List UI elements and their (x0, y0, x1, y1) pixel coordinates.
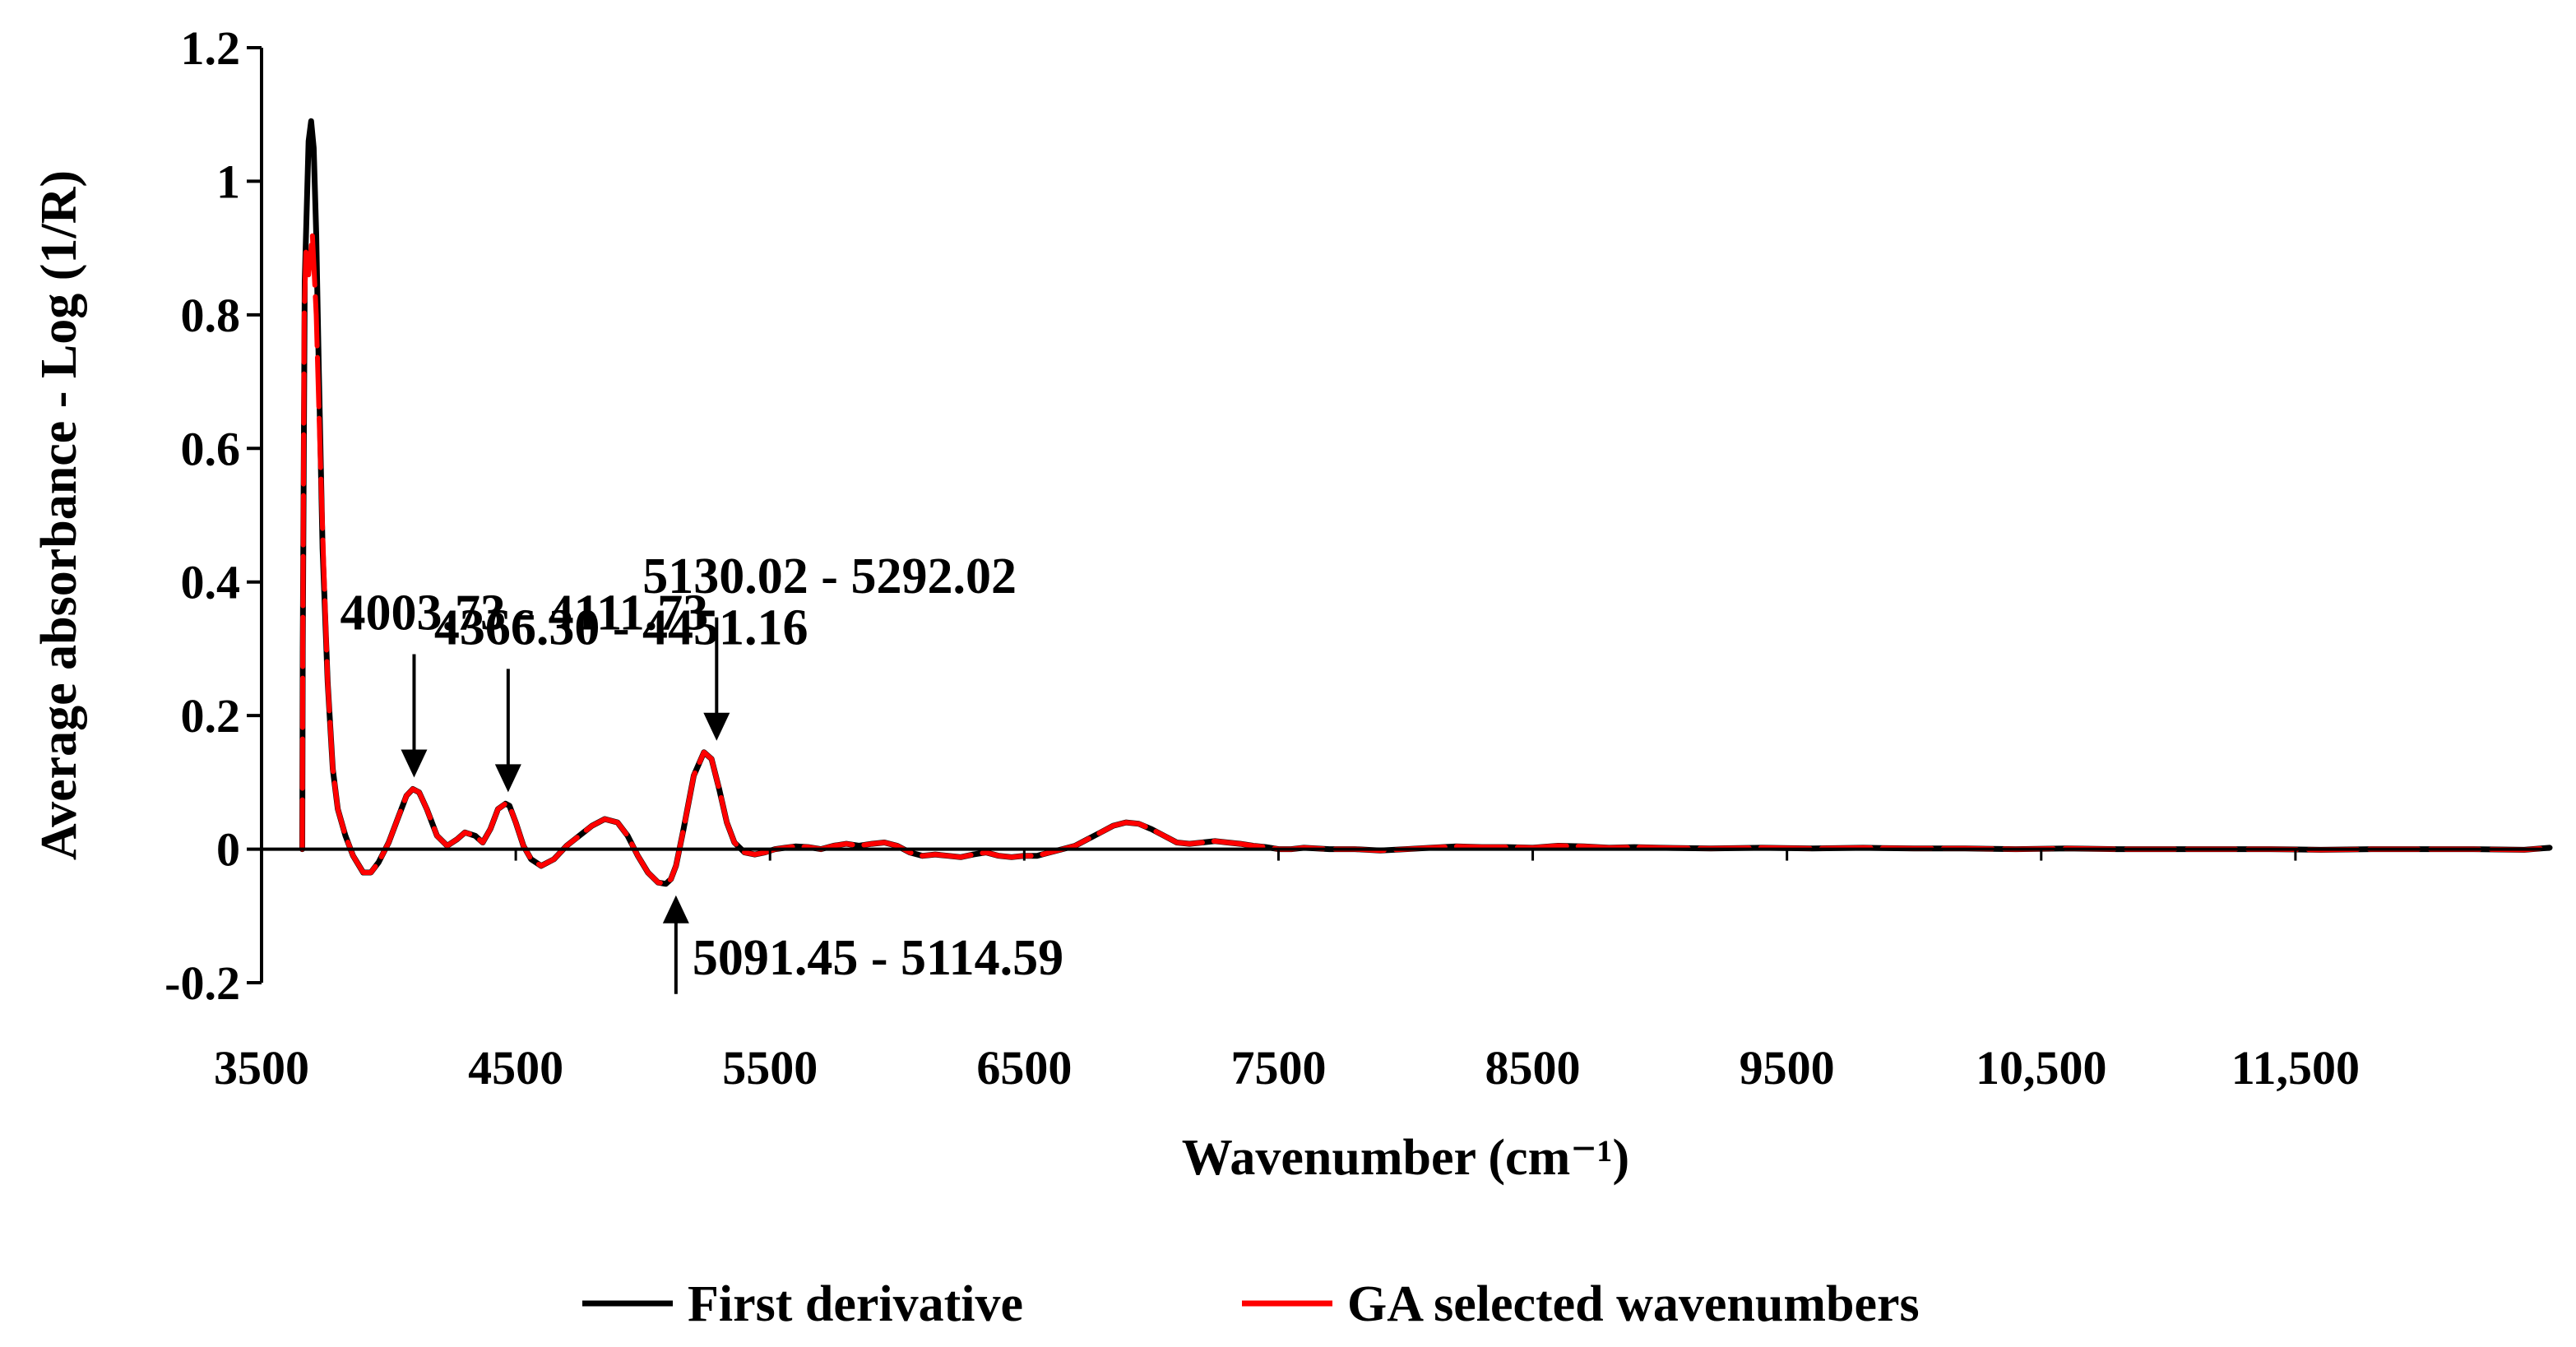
x-axis-title: Wavenumber (cm⁻¹) (1182, 1130, 1629, 1186)
y-tick-label: 0 (216, 823, 240, 877)
annotation-label: 5130.02 - 5292.02 (642, 549, 1017, 604)
axes (260, 48, 2550, 983)
y-tick-label: -0.2 (164, 956, 240, 1010)
annotation-label: 4003.73 - 4111.73 (340, 585, 708, 641)
x-tick-label: 11,500 (2231, 1041, 2360, 1095)
legend-label-first-derivative: First derivative (688, 1276, 1023, 1332)
y-axis-title: Average absorbance - Log (1/R) (31, 170, 87, 860)
series-line-0 (299, 118, 2553, 887)
y-tick-label: 0.4 (181, 556, 241, 609)
annotation-label: 5091.45 - 5114.59 (693, 930, 1063, 986)
annotation-arrowhead (494, 764, 521, 793)
ticks: -0.2 0 0.2 0.4 0.6 0.8 1 1.2 3500 4500 5500 6500 750… (164, 21, 2360, 1095)
x-tick-label: 9500 (1740, 1041, 1835, 1095)
plot-lines (299, 118, 2553, 887)
x-tick-label: 7500 (1230, 1041, 1326, 1095)
annotation-arrowhead (401, 749, 428, 778)
series-line-1 (299, 232, 2552, 886)
x-tick-label: 4500 (468, 1041, 563, 1095)
legend-label-ga-selected: GA selected wavenumbers (1347, 1276, 1920, 1332)
x-tick-label: 10,500 (1976, 1041, 2107, 1095)
annotation-arrowhead (703, 712, 730, 741)
x-tick-label: 6500 (976, 1041, 1072, 1095)
y-tick-label: 1 (216, 155, 240, 208)
legend: First derivative GA selected wavenumbers (582, 1276, 1920, 1332)
annotation-arrowhead (662, 895, 689, 923)
y-tick-label: 0.8 (181, 289, 241, 342)
annotation-label: 4366.30 - 4451.16 (434, 599, 808, 655)
y-tick-label: 0.2 (181, 689, 241, 743)
x-tick-label: 3500 (214, 1041, 309, 1095)
y-tick-label: 1.2 (181, 21, 241, 75)
y-tick-label: 0.6 (181, 422, 241, 475)
x-tick-label: 8500 (1485, 1041, 1581, 1095)
x-tick-label: 5500 (722, 1041, 818, 1095)
